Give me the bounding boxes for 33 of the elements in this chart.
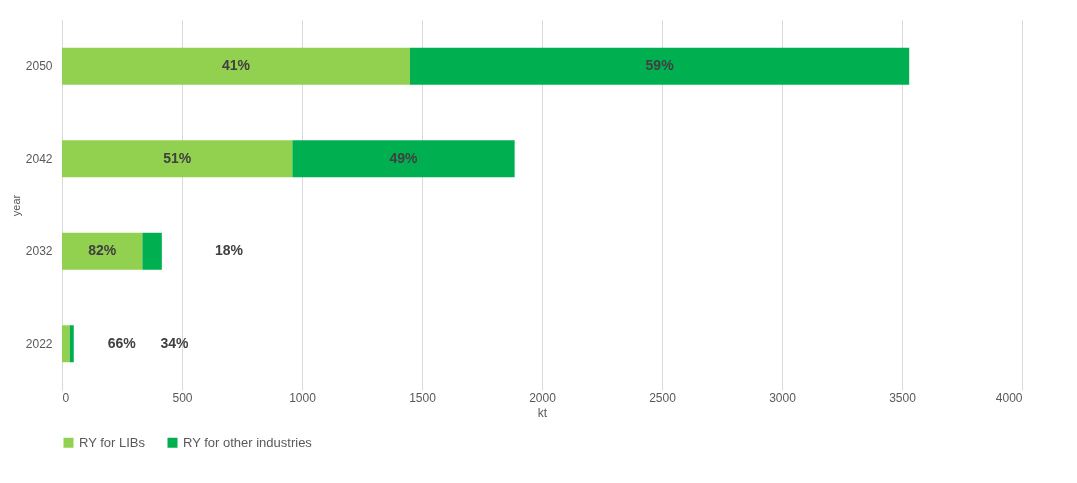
- bar: [410, 47, 910, 85]
- annotation: 34%: [160, 334, 190, 351]
- x-tick-label: 4000: [995, 390, 1023, 405]
- bar: [62, 47, 410, 85]
- x-tick-label: 3000: [769, 390, 797, 405]
- annotation: 51%: [163, 149, 192, 166]
- bar: [62, 140, 293, 178]
- x-tick-label: 2000: [529, 390, 557, 405]
- legend-label: RY for other industries: [183, 434, 313, 450]
- y-tick-label: 2022: [25, 336, 53, 351]
- x-tick-label: 1500: [409, 390, 437, 405]
- bar: [292, 140, 515, 178]
- y-axis-title: year: [9, 194, 22, 217]
- x-tick-label: 3500: [889, 390, 917, 405]
- x-axis-title: kt: [537, 405, 548, 420]
- y-tick-label: 2050: [25, 59, 53, 74]
- annotation: 66%: [107, 334, 137, 351]
- annotation: 41%: [221, 57, 251, 74]
- annotation: 59%: [645, 57, 675, 74]
- annotation: 49%: [389, 149, 419, 166]
- y-tick-label: 2032: [25, 244, 53, 259]
- bar: [142, 232, 162, 270]
- y-tick-label: 2042: [25, 151, 53, 166]
- x-tick-label: 1000: [289, 390, 317, 405]
- annotation: 18%: [215, 242, 244, 259]
- bar: [62, 232, 143, 270]
- bar: [69, 325, 74, 363]
- legend-label: RY for LIBs: [79, 434, 146, 450]
- annotation: 82%: [88, 242, 117, 259]
- x-tick-label: 2500: [649, 390, 677, 405]
- bar: [62, 325, 70, 363]
- x-tick-label: 500: [172, 390, 193, 405]
- x-tick-label: 0: [62, 390, 70, 405]
